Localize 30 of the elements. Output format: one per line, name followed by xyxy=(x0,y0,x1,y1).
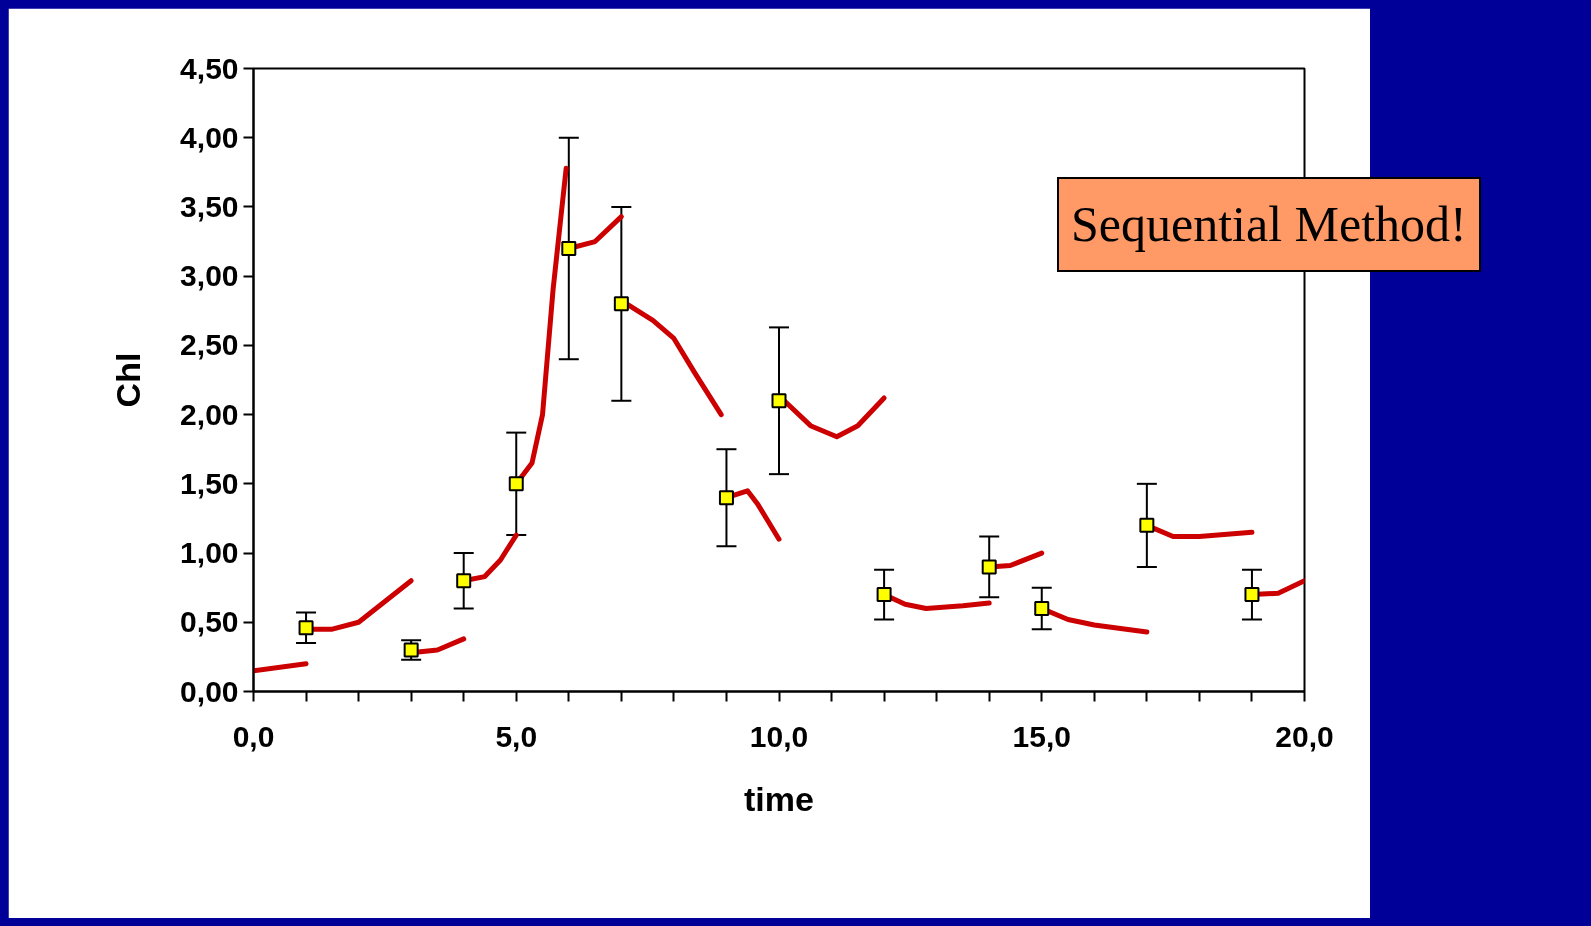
x-tick-label: 10,0 xyxy=(749,719,809,753)
point xyxy=(508,476,524,492)
y-tick-label: 2,50 xyxy=(180,328,239,362)
y-tick-label: 0,50 xyxy=(180,605,239,639)
annotation: Sequential Method! xyxy=(1071,195,1467,254)
point xyxy=(1034,600,1050,616)
x-tick-label: 5,0 xyxy=(495,719,538,753)
x-axis-title: time xyxy=(744,779,814,818)
point xyxy=(1244,587,1260,603)
y-axis-title: Chl xyxy=(109,352,148,408)
point xyxy=(981,559,997,575)
point xyxy=(1139,517,1155,533)
y-tick-label: 0,00 xyxy=(180,674,239,708)
point xyxy=(718,490,734,506)
y-tick-label: 1,00 xyxy=(180,536,239,570)
point xyxy=(876,587,892,603)
y-tick-label: 3,50 xyxy=(180,189,239,223)
y-tick-label: 3,00 xyxy=(180,259,239,293)
x-tick-label: 20,0 xyxy=(1275,719,1334,753)
point xyxy=(561,240,577,256)
point xyxy=(298,620,314,636)
x-tick-label: 0,0 xyxy=(232,719,275,753)
y-tick-label: 4,50 xyxy=(180,51,239,85)
point xyxy=(771,393,787,409)
point xyxy=(613,296,629,312)
y-tick-label: 1,50 xyxy=(180,466,239,500)
y-tick-label: 2,00 xyxy=(180,397,239,431)
point xyxy=(456,573,472,589)
x-tick-label: 15,0 xyxy=(1012,719,1071,753)
y-tick-label: 4,00 xyxy=(180,120,239,154)
